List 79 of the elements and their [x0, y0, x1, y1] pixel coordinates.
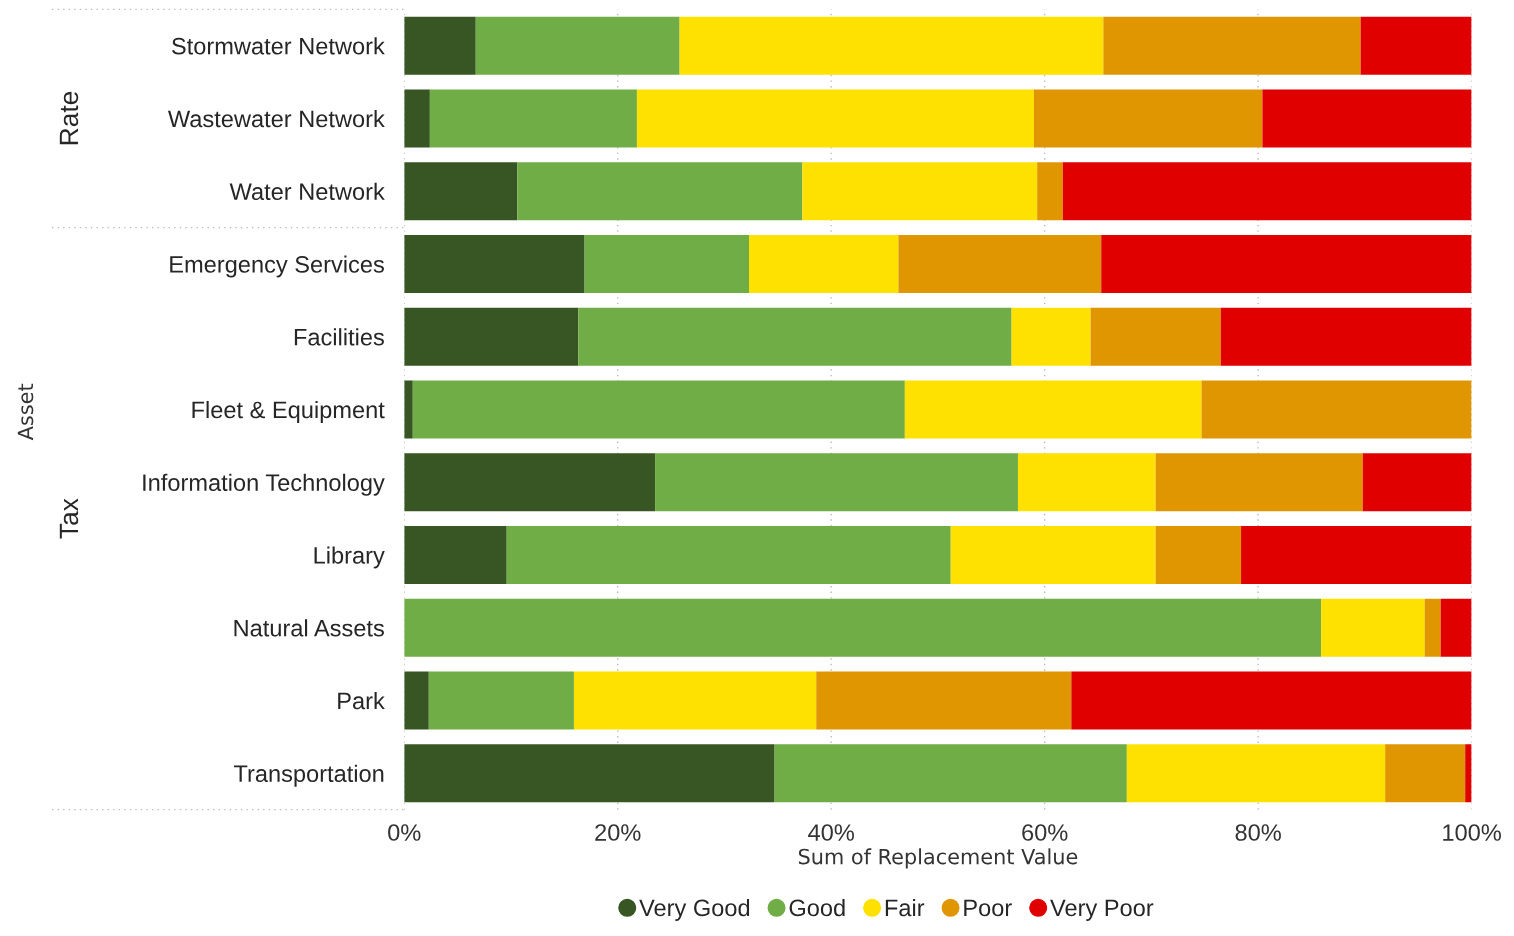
- bar: [679, 16, 1104, 75]
- bar: [1071, 671, 1472, 730]
- bar: [404, 380, 413, 439]
- bar: [404, 453, 656, 512]
- bar: [1155, 453, 1363, 512]
- y-tick-label: Stormwater Network: [172, 37, 385, 55]
- x-tick-label: 0%: [388, 824, 421, 841]
- bar: [404, 598, 1322, 657]
- y-tick-label: Park: [338, 691, 385, 710]
- bar: [1037, 162, 1063, 221]
- text: Asset: [17, 383, 34, 441]
- bar: [1362, 453, 1472, 512]
- y-tick-label: Facilities: [294, 328, 384, 346]
- bar: [1385, 744, 1466, 803]
- x-axis-title: Sum of Replacement Value: [798, 848, 1078, 869]
- x-tick-label: 100%: [1443, 824, 1501, 841]
- bar: [1017, 453, 1156, 512]
- bar: [1440, 598, 1472, 657]
- y-tick-label: Emergency Services: [170, 255, 384, 278]
- bar: [1126, 744, 1386, 803]
- y-tick-label: Transportation: [233, 764, 384, 787]
- x-tick-label: 80%: [1235, 824, 1281, 841]
- legend-label: Very Poor: [1050, 899, 1154, 921]
- bar: [404, 89, 430, 148]
- y-tick-label: Wastewater Network: [167, 109, 385, 128]
- bar: [904, 380, 1202, 439]
- legend-label: Good: [789, 898, 845, 917]
- y-tick-label: Water Network: [229, 182, 385, 201]
- bar: [1241, 525, 1472, 585]
- y-tick-label: Natural Assets: [234, 619, 384, 637]
- text: Rate: [59, 91, 79, 145]
- bar: [1103, 16, 1361, 75]
- bar: [1220, 307, 1472, 366]
- bar: [1033, 89, 1263, 148]
- bar: [404, 307, 579, 366]
- legend-label: Fair: [885, 898, 925, 917]
- bar: [1360, 16, 1472, 75]
- bar: [898, 234, 1102, 294]
- bar: [816, 671, 1072, 730]
- bar: [506, 525, 951, 585]
- bar: [802, 162, 1038, 221]
- x-tick-label: 20%: [595, 824, 641, 841]
- bar: [475, 16, 680, 75]
- bar: [404, 744, 775, 803]
- bar: [578, 307, 1012, 366]
- legend-label: Poor: [964, 899, 1012, 917]
- text: Tax: [59, 498, 79, 539]
- legend-label: Very Good: [639, 898, 750, 921]
- bar: [749, 234, 899, 294]
- bar: [404, 671, 429, 730]
- bar: [404, 162, 518, 221]
- bar: [1090, 307, 1221, 366]
- bar: [1155, 525, 1242, 585]
- bar: [573, 671, 817, 730]
- bar: [404, 16, 476, 75]
- bar: [1321, 598, 1425, 657]
- bar: [655, 453, 1018, 512]
- x-tick-label: 60%: [1022, 824, 1068, 841]
- bar: [1465, 744, 1472, 803]
- bar: [584, 234, 749, 294]
- bar: [428, 671, 574, 730]
- bar: [412, 380, 905, 439]
- bar: [774, 744, 1127, 803]
- x-tick-label: 40%: [808, 824, 854, 841]
- y-tick-label: Fleet & Equipment: [192, 400, 385, 423]
- bar: [1011, 307, 1091, 366]
- y-tick-label: Library: [314, 546, 385, 569]
- bar: [1062, 162, 1472, 221]
- bar: [404, 525, 507, 585]
- bar: [950, 525, 1156, 585]
- bar: [1201, 380, 1472, 439]
- bar: [429, 89, 637, 148]
- bar: [517, 162, 803, 221]
- bar: [636, 89, 1034, 148]
- bar: [1101, 234, 1472, 294]
- bar: [1424, 598, 1441, 657]
- bar: [1262, 89, 1472, 148]
- y-tick-label: Information Technology: [143, 473, 385, 496]
- bar: [404, 234, 585, 294]
